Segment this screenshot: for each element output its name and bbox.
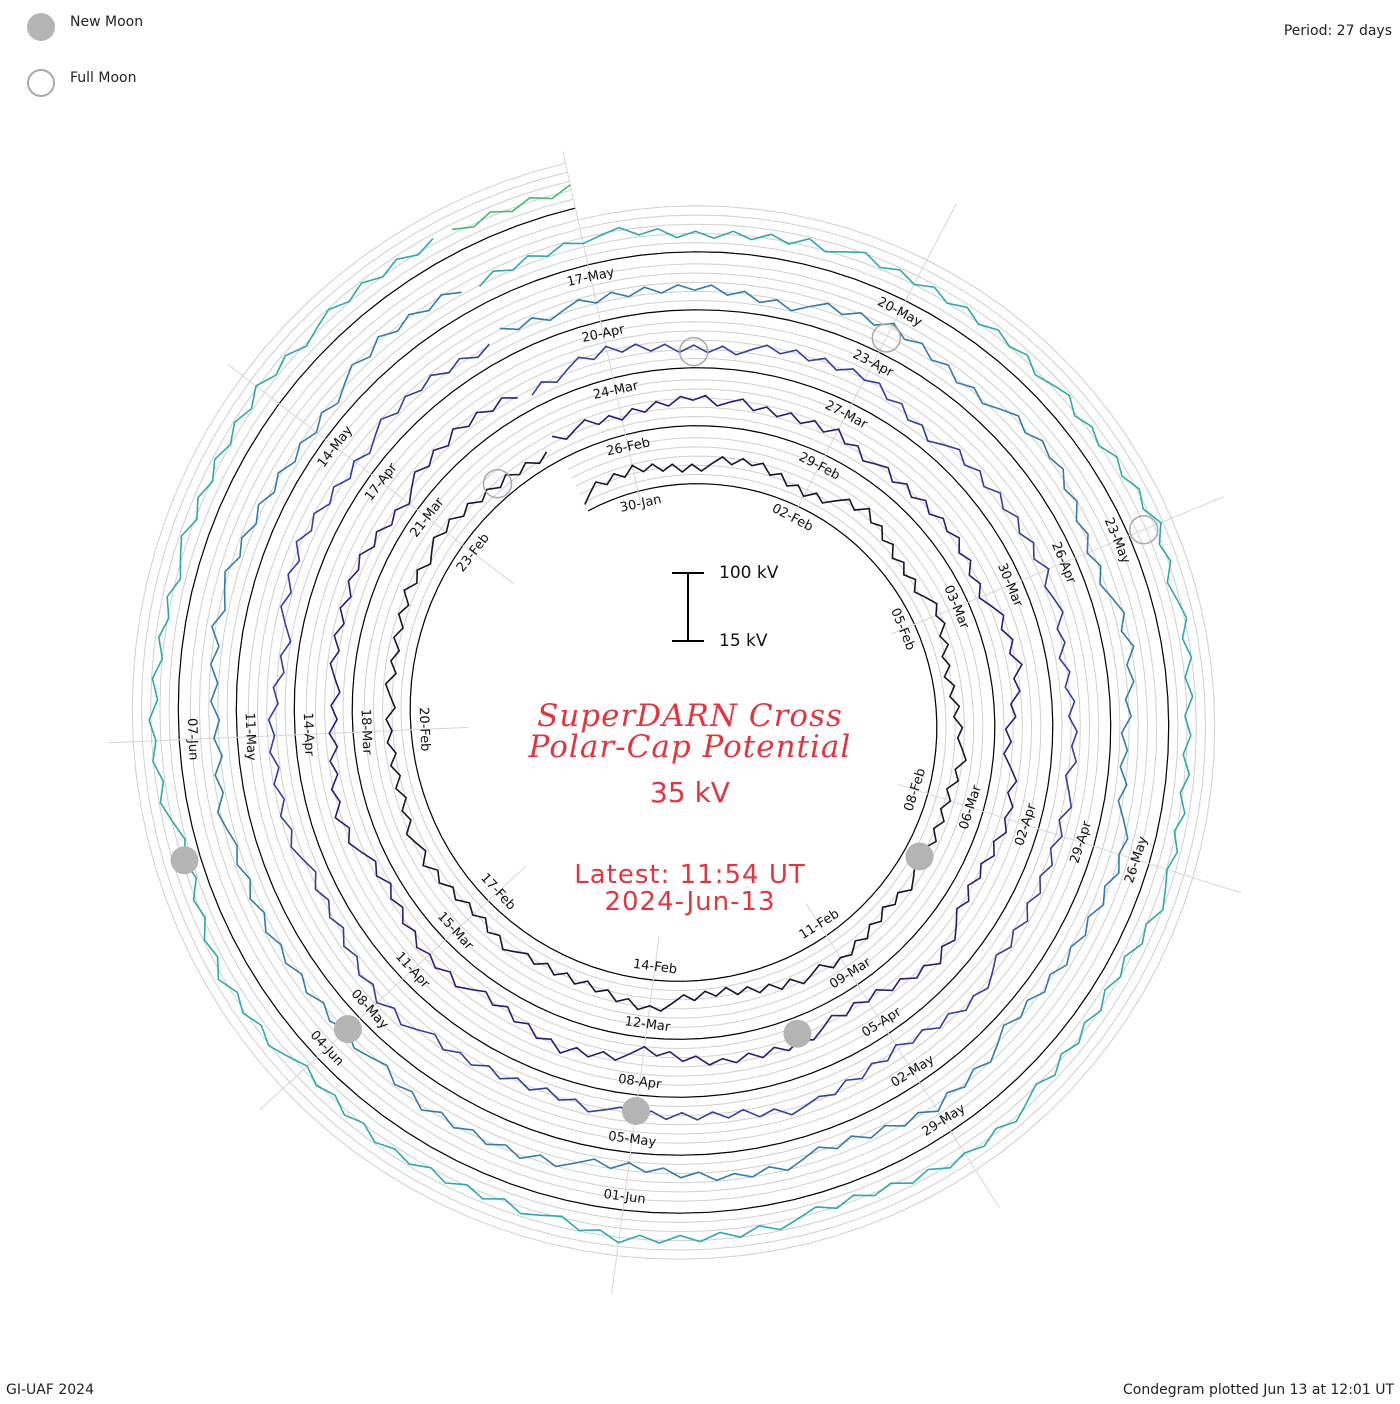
series-line: [209, 284, 1135, 1182]
date-label: 11-May: [242, 712, 259, 761]
full-moon-marker: [871, 323, 902, 353]
guide-spiral: [131, 162, 1216, 1260]
latest-time: Latest: 11:54 UT: [574, 860, 806, 890]
series-line: [451, 184, 571, 231]
guide-spiral: [150, 180, 1197, 1242]
date-label: 29-May: [920, 1101, 969, 1140]
date-label: 12-Mar: [624, 1014, 672, 1035]
date-label: 14-May: [315, 423, 356, 471]
date-label: 20-Feb: [416, 707, 433, 752]
radial-spoke: [897, 783, 1242, 894]
series-line: [267, 343, 1078, 1121]
radial-spoke: [562, 151, 642, 504]
chart-title-line2: Polar-Cap Potential: [528, 729, 852, 765]
new-moon-marker: [170, 846, 199, 875]
date-label: 05-Apr: [859, 1004, 904, 1040]
radial-spoke: [259, 866, 527, 1110]
date-label: 30-Jan: [619, 492, 663, 516]
date-label: 01-Jun: [603, 1187, 647, 1207]
credit-label: GI-UAF 2024: [6, 1382, 94, 1398]
scale-bottom-label: 15 kV: [719, 631, 768, 651]
radial-spoke: [227, 364, 514, 585]
date-label: 17-Apr: [362, 460, 401, 504]
scale-top-label: 100 kV: [719, 563, 779, 583]
latest-date: 2024-Jun-13: [604, 887, 776, 917]
new-moon-marker: [783, 1019, 812, 1048]
date-label: 02-Feb: [769, 501, 815, 535]
chart-title-line1: SuperDARN Cross: [537, 698, 843, 734]
date-label: 09-Mar: [827, 955, 874, 993]
new-moon-marker: [621, 1097, 650, 1125]
new-moon-legend-icon: [27, 13, 55, 41]
date-label: 08-Apr: [617, 1072, 663, 1093]
radial-spoke: [789, 203, 957, 524]
series-line: [384, 451, 967, 1013]
date-label: 14-Apr: [300, 712, 317, 757]
baseline-spiral: [177, 207, 1170, 1214]
guide-spiral: [159, 189, 1188, 1233]
date-label: 18-Mar: [358, 709, 375, 756]
date-label: 26-Apr: [1048, 540, 1079, 586]
new-moon-marker: [905, 842, 934, 871]
new-moon-legend-label: New Moon: [70, 14, 144, 30]
date-label: 02-May: [888, 1052, 937, 1091]
date-label: 14-Feb: [632, 957, 678, 978]
new-moon-marker: [333, 1015, 362, 1044]
guide-spiral: [168, 198, 1179, 1223]
full-moon-marker: [678, 336, 709, 367]
full-moon-legend-label: Full Moon: [70, 70, 137, 86]
current-value: 35 kV: [650, 776, 730, 809]
period-label: Period: 27 days: [1283, 23, 1392, 39]
guide-spiral: [140, 171, 1207, 1251]
radial-spoke: [108, 726, 469, 744]
date-label: 23-Feb: [454, 531, 493, 575]
full-moon-marker: [482, 468, 513, 499]
full-moon-marker: [1129, 514, 1159, 545]
date-label: 11-Apr: [392, 949, 433, 992]
date-label: 07-Jun: [184, 718, 201, 761]
date-label: 27-Mar: [822, 398, 870, 433]
date-label: 30-Mar: [994, 561, 1026, 610]
full-moon-legend-icon: [27, 69, 55, 97]
radial-spoke: [891, 496, 1225, 635]
plotted-note: Condegram plotted Jun 13 at 12:01 UT: [1123, 1382, 1394, 1398]
date-label: 29-Apr: [1068, 819, 1096, 866]
series-line: [148, 226, 1194, 1244]
series-line: [328, 394, 1023, 1066]
radial-spoke: [805, 903, 1000, 1208]
date-label: 05-Feb: [887, 606, 918, 653]
date-label: 05-May: [607, 1129, 657, 1150]
